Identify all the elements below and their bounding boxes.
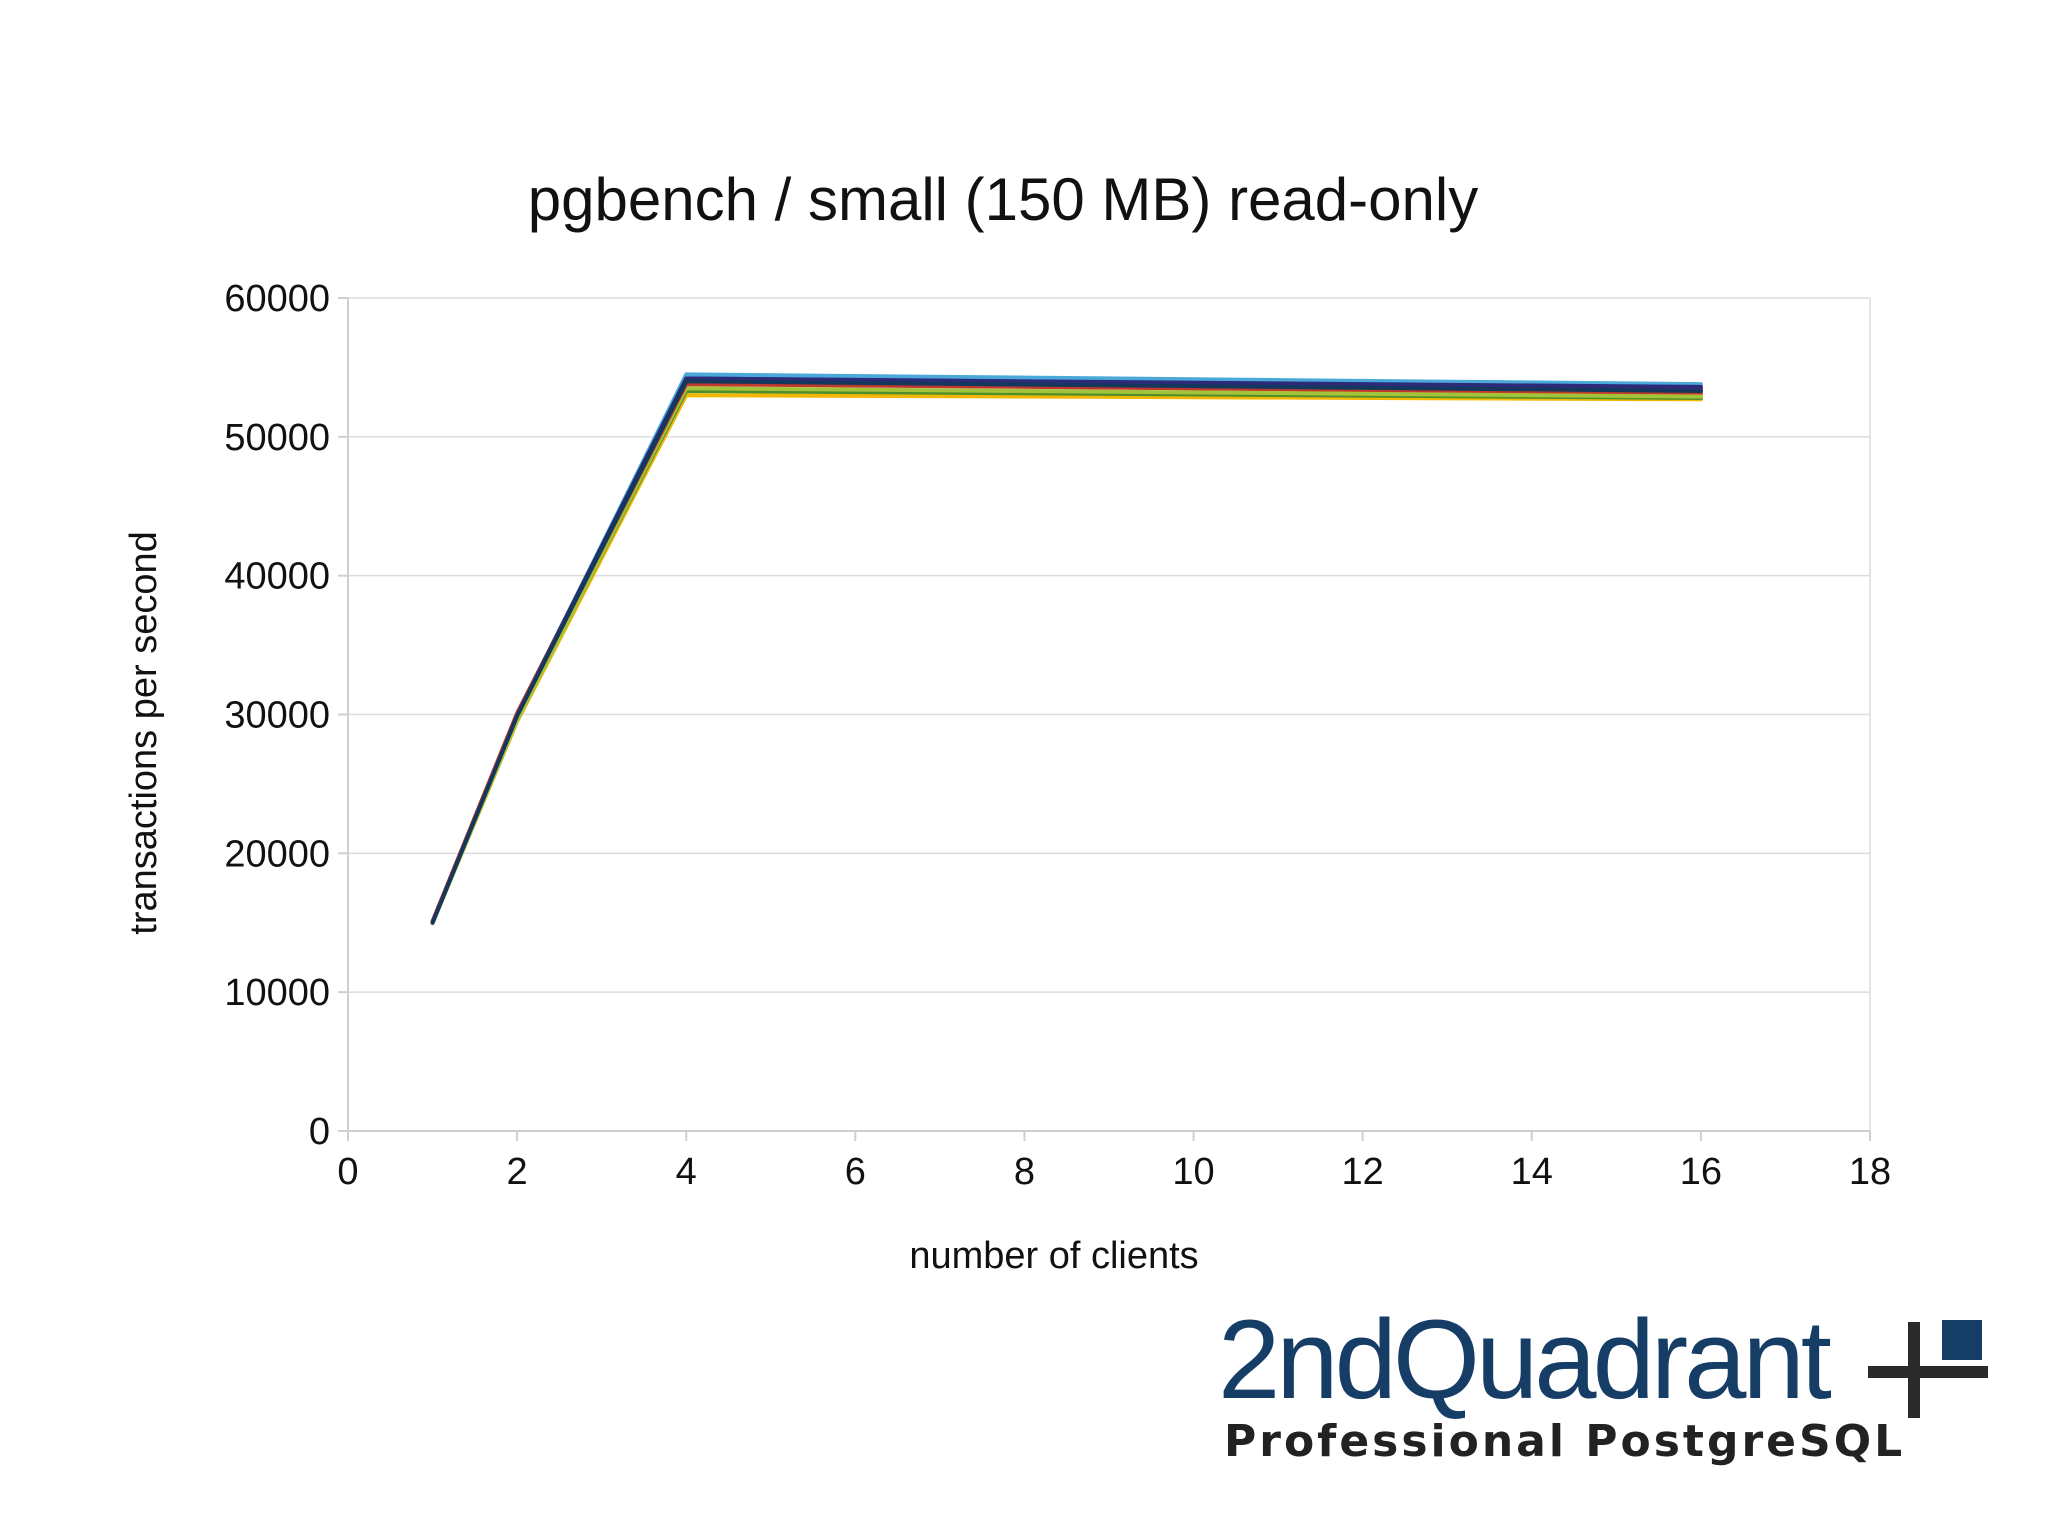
line-chart: pgbench / small (150 MB) read-only 01000… — [123, 166, 1891, 1277]
series-line-1 — [430, 375, 1703, 925]
y-tick-label: 30000 — [224, 695, 330, 737]
x-tick-label: 4 — [676, 1151, 697, 1193]
x-tick-label: 10 — [1172, 1151, 1214, 1193]
x-tick-labels: 0 2 4 6 8 10 12 14 16 18 — [337, 1151, 1891, 1193]
y-tick-label: 0 — [309, 1111, 330, 1153]
logo-wordmark: 2ndQuadrant — [1218, 1297, 1832, 1422]
company-logo: 2ndQuadrant Professional PostgreSQL — [1218, 1304, 1988, 1482]
axes — [338, 297, 1871, 1141]
plus-square-icon — [1868, 1316, 1988, 1426]
y-tick-label: 20000 — [224, 833, 330, 875]
x-axis-title: number of clients — [909, 1235, 1198, 1277]
series-group — [430, 372, 1703, 925]
x-tick-label: 8 — [1014, 1151, 1035, 1193]
y-tick-label: 50000 — [224, 417, 330, 459]
series-line-6 — [430, 372, 1703, 925]
y-tick-labels: 0 10000 20000 30000 40000 50000 60000 — [224, 278, 330, 1153]
series-line-3 — [430, 393, 1703, 925]
logo-tagline: Professional PostgreSQL — [1224, 1416, 1906, 1467]
gridlines — [348, 297, 1871, 1131]
series-line-9 — [430, 382, 1703, 924]
y-tick-label: 60000 — [224, 278, 330, 320]
x-tick-label: 18 — [1849, 1151, 1891, 1193]
series-line-8 — [430, 386, 1703, 925]
series-line-4 — [430, 389, 1703, 925]
x-tick-label: 2 — [507, 1151, 528, 1193]
x-tick-label: 12 — [1342, 1151, 1384, 1193]
x-tick-label: 14 — [1511, 1151, 1553, 1193]
y-tick-label: 10000 — [224, 972, 330, 1014]
series-line-10 — [430, 379, 1703, 925]
x-tick-label: 0 — [337, 1151, 358, 1193]
series-line-2 — [430, 380, 1703, 924]
x-tick-label: 16 — [1680, 1151, 1722, 1193]
chart-title: pgbench / small (150 MB) read-only — [528, 166, 1478, 233]
y-axis-title: transactions per second — [123, 531, 165, 934]
y-tick-label: 40000 — [224, 556, 330, 598]
series-line-7 — [430, 376, 1703, 925]
x-tick-label: 6 — [845, 1151, 866, 1193]
series-line-5 — [430, 377, 1703, 924]
